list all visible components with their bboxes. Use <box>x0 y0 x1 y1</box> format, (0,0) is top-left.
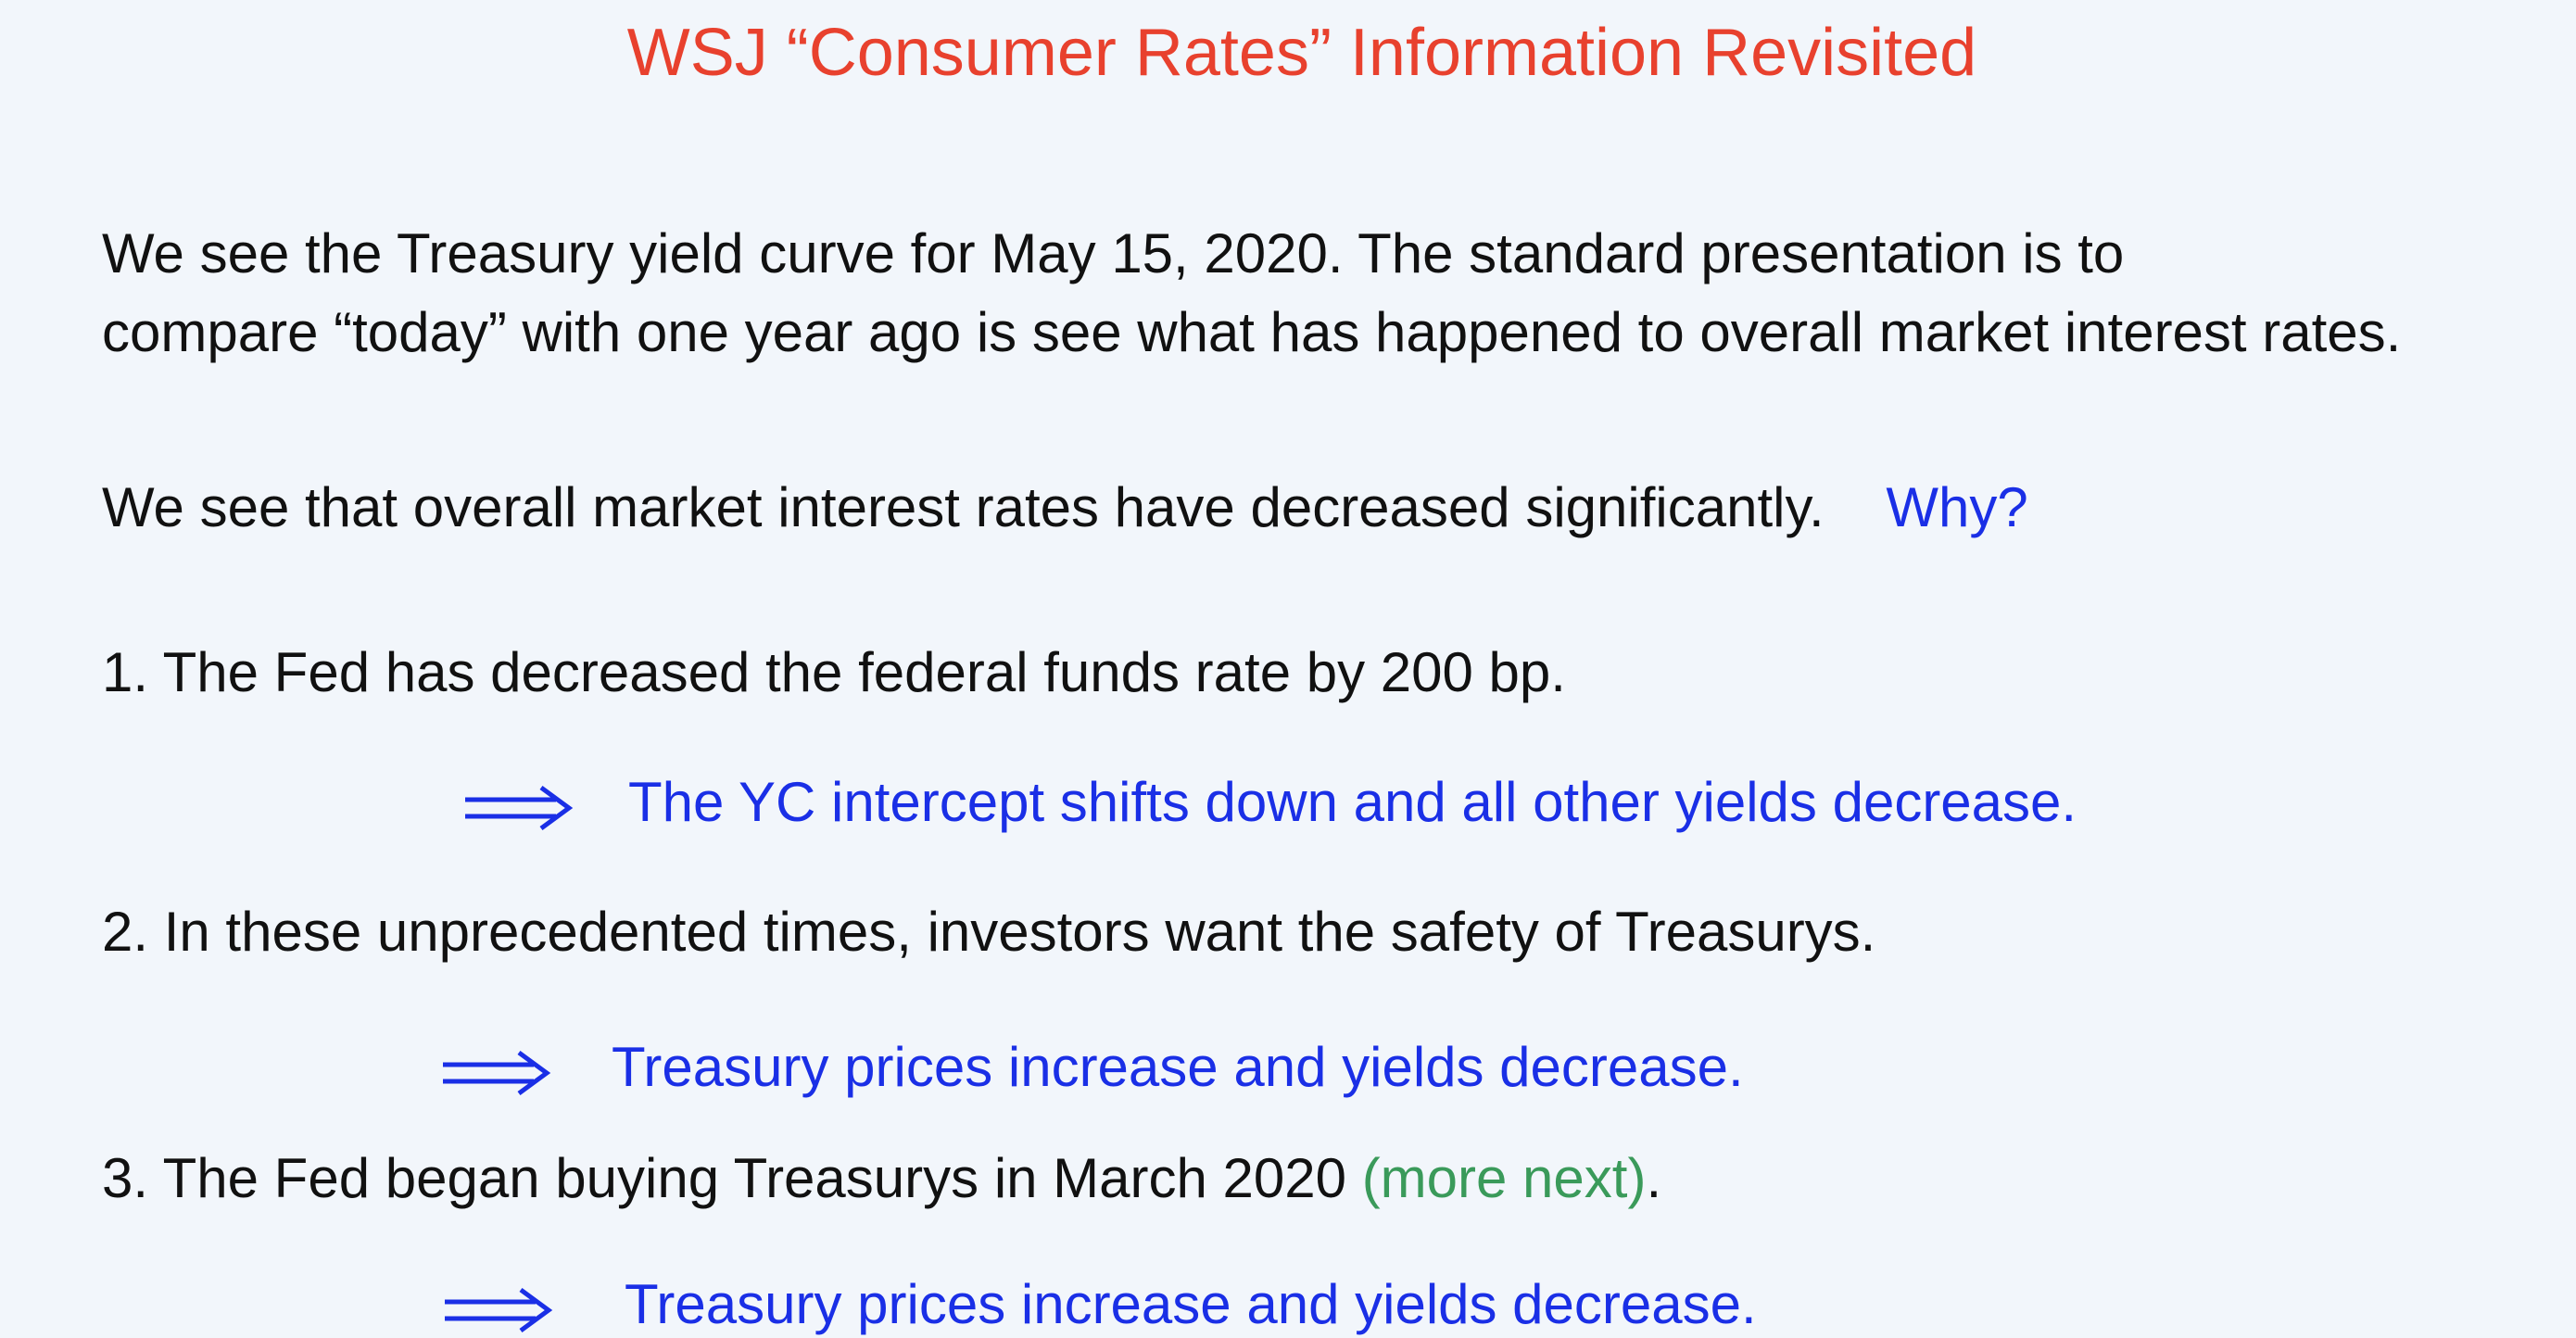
slide-title: WSJ “Consumer Rates” Information Revisit… <box>626 16 1977 90</box>
point-1-consequence-row: The YC intercept shifts down and all oth… <box>0 769 2576 843</box>
observation-text: We see that overall market interest rate… <box>102 476 1825 538</box>
point-3-consequence-row: Treasury prices increase and yields decr… <box>0 1271 2576 1336</box>
double-arrow-icon <box>445 1288 553 1332</box>
point-3-suffix: . <box>1646 1147 1662 1209</box>
point-2-consequence-row: Treasury prices increase and yields decr… <box>0 1034 2576 1108</box>
double-arrow-icon <box>465 786 574 830</box>
why-question: Why? <box>1886 476 2028 538</box>
more-next-note: (more next) <box>1361 1147 1647 1209</box>
double-arrow-icon <box>443 1051 551 1095</box>
point-3: 3. The Fed began buying Treasurys in Mar… <box>102 1145 1661 1212</box>
intro-line-2: compare “today” with one year ago is see… <box>102 301 2402 363</box>
point-2-consequence: Treasury prices increase and yields decr… <box>612 1036 1744 1098</box>
point-1: 1. The Fed has decreased the federal fun… <box>102 641 1566 703</box>
point-3-text: 3. The Fed began buying Treasurys in Mar… <box>102 1147 1362 1209</box>
observation-line: We see that overall market interest rate… <box>102 474 2028 541</box>
point-3-consequence: Treasury prices increase and yields decr… <box>625 1273 1757 1335</box>
point-1-consequence: The YC intercept shifts down and all oth… <box>628 771 2077 833</box>
point-2: 2. In these unprecedented times, investo… <box>102 901 1876 963</box>
intro-line-1: We see the Treasury yield curve for May … <box>102 222 2125 284</box>
